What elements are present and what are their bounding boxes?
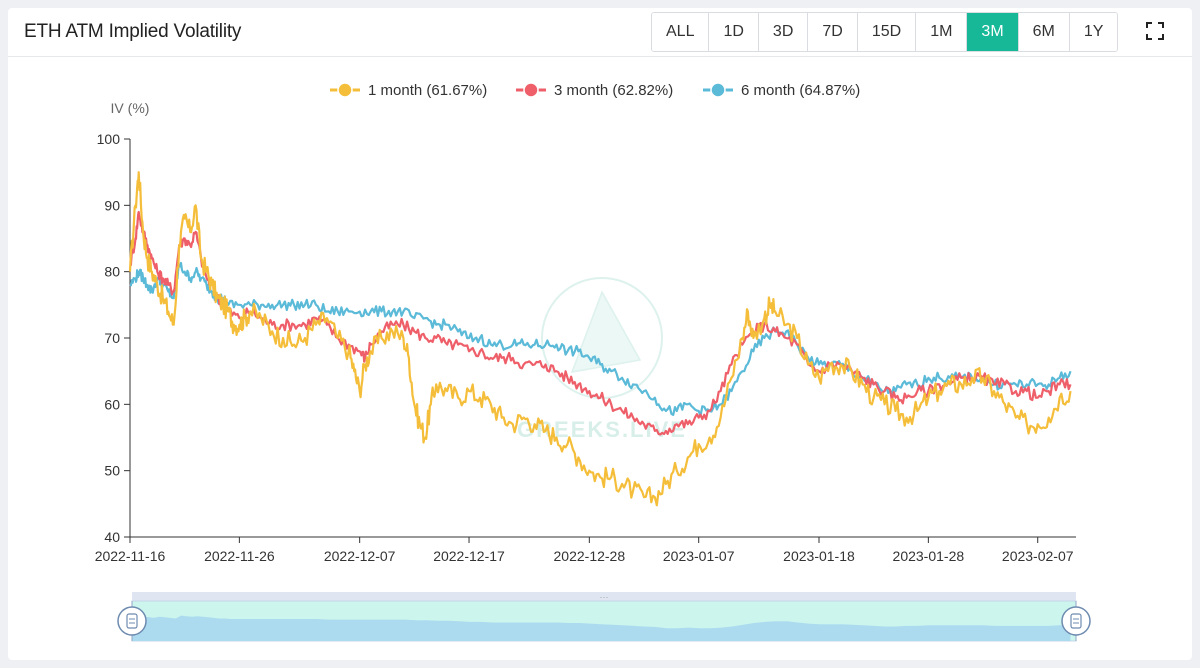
x-tick-label: 2022-11-26 — [204, 548, 275, 564]
legend-item-6-month[interactable]: 6 month (64.87%) — [703, 82, 860, 99]
legend-item-3-month[interactable]: 3 month (62.82%) — [516, 82, 673, 99]
y-tick-label: 60 — [104, 396, 120, 412]
series-line-6-month[interactable] — [129, 261, 1072, 418]
range-button-3m[interactable]: 3M — [967, 13, 1019, 51]
chart-title: ETH ATM Implied Volatility — [24, 21, 242, 42]
y-tick-label: 90 — [104, 197, 120, 213]
axes: IV (%) 40 50 60 70 80 90 100 2022-11-16 2022-11-2… — [95, 100, 1076, 564]
x-tick-label: 2022-11-16 — [95, 548, 166, 564]
chart-header: ETH ATM Implied Volatility ALL 1D 3D 7D … — [8, 8, 1192, 57]
range-button-6m[interactable]: 6M — [1018, 13, 1070, 51]
x-tick-label: 2023-02-07 — [1002, 548, 1074, 564]
zoom-slider-preview-area — [132, 615, 1071, 641]
legend-marker-icon[interactable] — [337, 82, 353, 98]
legend-label[interactable]: 3 month (62.82%) — [554, 82, 673, 99]
legend-marker-icon[interactable] — [710, 82, 726, 98]
x-tick-label: 2023-01-18 — [783, 548, 855, 564]
range-button-all[interactable]: ALL — [652, 13, 710, 51]
y-tick-label: 40 — [104, 529, 120, 545]
y-tick-label: 50 — [104, 463, 120, 479]
range-button-1y[interactable]: 1Y — [1069, 13, 1118, 51]
chart-card: ETH ATM Implied Volatility ALL 1D 3D 7D … — [8, 8, 1192, 660]
series-layer — [128, 171, 1072, 507]
x-tick-label: 2023-01-28 — [893, 548, 965, 564]
y-tick-label: 100 — [97, 131, 121, 147]
watermark: GREEKS.LIVE — [517, 277, 685, 442]
range-button-15d[interactable]: 15D — [857, 13, 917, 51]
watermark-logo-ring — [541, 277, 663, 399]
range-button-1m[interactable]: 1M — [916, 13, 968, 51]
fullscreen-icon[interactable] — [1146, 22, 1164, 40]
x-tick-label: 2022-12-17 — [433, 548, 505, 564]
range-button-3d[interactable]: 3D — [758, 13, 809, 51]
zoom-slider[interactable]: ⋯ — [117, 592, 1091, 642]
x-tick-label: 2022-12-28 — [554, 548, 626, 564]
y-axis-title: IV (%) — [111, 100, 150, 116]
legend: 1 month (61.67%) 3 month (62.82%) 6 month … — [330, 82, 860, 99]
legend-label[interactable]: 6 month (64.87%) — [741, 82, 860, 99]
y-tick-label: 70 — [104, 330, 120, 346]
legend-item-1-month[interactable]: 1 month (61.67%) — [330, 82, 487, 99]
range-button-1d[interactable]: 1D — [709, 13, 759, 51]
range-button-7d[interactable]: 7D — [808, 13, 858, 51]
watermark-logo-mark — [570, 290, 642, 373]
zoom-slider-grip-icon[interactable]: ⋯ — [600, 592, 609, 602]
series-line-1-month[interactable] — [128, 171, 1072, 507]
legend-marker-icon[interactable] — [523, 82, 539, 98]
zoom-slider-left-handle[interactable] — [117, 606, 147, 636]
legend-label[interactable]: 1 month (61.67%) — [368, 82, 487, 99]
y-tick-label: 80 — [104, 264, 120, 280]
x-tick-label: 2022-12-07 — [324, 548, 396, 564]
zoom-slider-right-handle[interactable] — [1061, 606, 1091, 636]
x-tick-label: 2023-01-07 — [663, 548, 735, 564]
time-range-selector: ALL 1D 3D 7D 15D 1M 3M 6M 1Y — [651, 12, 1119, 52]
zoom-slider-top-bar[interactable] — [132, 592, 1076, 601]
